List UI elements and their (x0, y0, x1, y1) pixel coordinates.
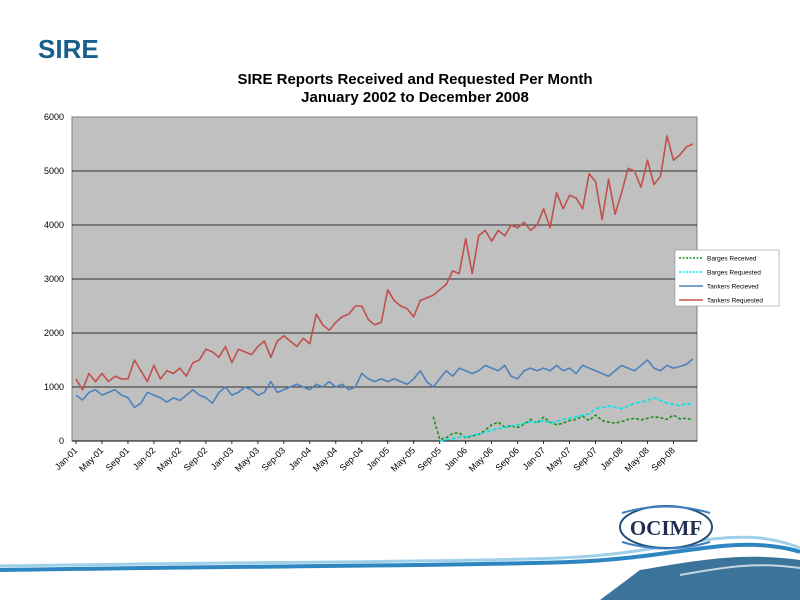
x-tick-label: Sep-01 (104, 445, 132, 473)
x-tick-label: Sep-07 (571, 445, 599, 473)
y-tick-label: 3000 (44, 274, 64, 284)
y-tick-label: 1000 (44, 382, 64, 392)
x-tick-label: May-08 (623, 445, 651, 473)
slide-title: SIRE (38, 34, 99, 64)
x-tick-label: May-03 (233, 445, 261, 473)
x-tick-label: Jan-05 (365, 445, 392, 472)
x-tick-label: May-06 (467, 445, 495, 473)
y-axis: 0 1000 2000 3000 4000 5000 6000 (44, 112, 64, 446)
x-tick-label: May-07 (545, 445, 573, 473)
series-line-2 (75, 358, 694, 409)
legend-label: Barges Requested (707, 270, 761, 277)
legend-label: Tankers Requested (707, 298, 763, 305)
x-tick-label: Sep-02 (182, 445, 210, 473)
x-tick-label: Jan-08 (598, 445, 625, 472)
ocimf-logo: OCIMF (619, 505, 713, 550)
x-tick-label: May-05 (389, 445, 417, 473)
x-tick-label: Jan-06 (443, 445, 470, 472)
series-lines (75, 135, 694, 442)
x-tick-label: May-04 (311, 445, 339, 473)
legend: Barges Received Barges Requested Tankers R… (674, 249, 780, 307)
x-tick-label: Sep-04 (338, 445, 366, 473)
y-tick-label: 4000 (44, 220, 64, 230)
legend-box (674, 249, 780, 307)
footer-wave (0, 535, 800, 600)
x-tick-label: Sep-05 (416, 445, 444, 473)
x-tick-label: May-02 (155, 445, 183, 473)
y-tick-label: 5000 (44, 166, 64, 176)
legend-label: Barges Received (707, 256, 757, 263)
series-line-1 (439, 396, 694, 442)
chart-title: SIRE Reports Received and Requested Per … (237, 71, 593, 88)
series-line-3 (75, 135, 694, 391)
x-tick-label: Jan-03 (209, 445, 236, 472)
chart-subtitle: January 2002 to December 2008 (301, 89, 529, 106)
x-tick-label: May-01 (77, 445, 105, 473)
x-tick-label: Jan-07 (520, 445, 547, 472)
x-tick-label: Jan-02 (131, 445, 158, 472)
x-tick-label: Sep-03 (260, 445, 288, 473)
y-tick-label: 0 (59, 436, 64, 446)
x-tick-label: Jan-01 (53, 445, 80, 472)
gridlines (72, 170, 697, 442)
x-tick-label: Jan-04 (287, 445, 314, 472)
x-tick-label: Sep-08 (649, 445, 677, 473)
y-tick-label: 6000 (44, 112, 64, 122)
logo-text: OCIMF (630, 516, 702, 540)
x-tick-label: Sep-06 (493, 445, 521, 473)
y-tick-label: 2000 (44, 328, 64, 338)
legend-label: Tankers Recieved (707, 284, 759, 291)
